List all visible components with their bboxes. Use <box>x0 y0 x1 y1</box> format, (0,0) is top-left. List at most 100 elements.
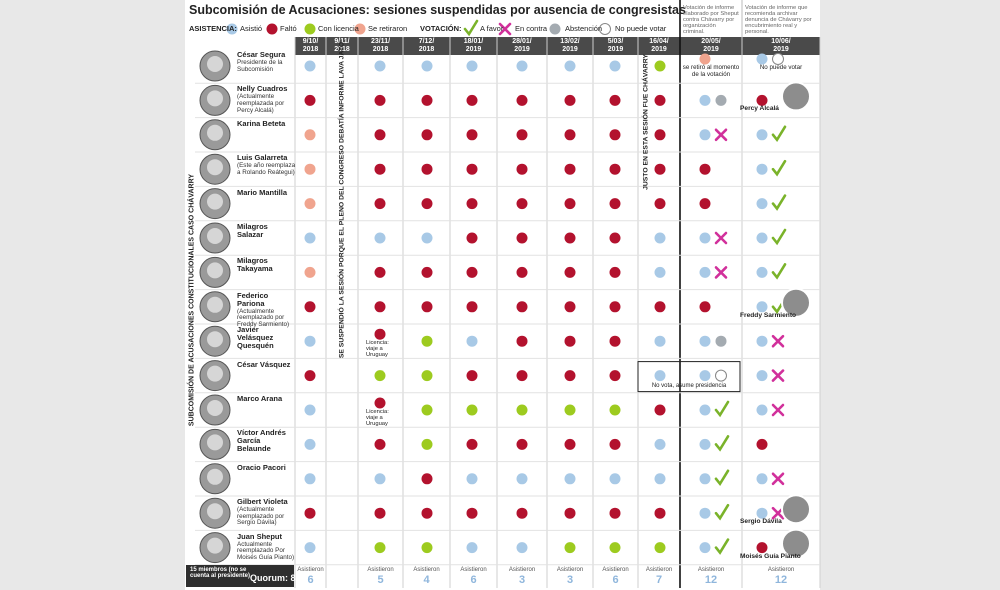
attended-label: Asistieron <box>697 567 725 573</box>
column-date: 9/11/ <box>334 38 350 45</box>
member-photo-face <box>207 56 223 72</box>
replacement-name: Moisés Guía Pianto <box>740 552 801 560</box>
legend-title: VOTACIÓN: <box>420 24 462 33</box>
attendance-dot <box>466 404 478 416</box>
attendance-dot <box>564 198 576 210</box>
attended-count: 7 <box>655 574 663 586</box>
attendance-dot <box>304 404 316 416</box>
member-note: (Este año reemplaza a Rolando Reátegui) <box>237 162 296 176</box>
legend-label: Abstención <box>565 24 603 33</box>
attended-label: Asistieron <box>508 567 536 573</box>
member-name: Marco Arana <box>237 394 283 403</box>
replacement-photo <box>781 81 811 112</box>
attended-count: 4 <box>423 574 430 586</box>
attendance-dot <box>699 507 711 519</box>
attended-count: 3 <box>518 574 526 586</box>
attendance-dot <box>699 542 711 554</box>
attendance-dot <box>466 301 478 313</box>
attendance-dot <box>374 542 386 554</box>
member-photo-face <box>207 503 223 520</box>
attendance-dot <box>609 404 621 416</box>
attendance-dot <box>304 129 316 141</box>
attendance-dot <box>564 507 576 519</box>
attended-count: 6 <box>470 574 477 586</box>
vote-favor <box>771 263 787 280</box>
member-name: César Vásquez <box>237 359 291 369</box>
member-photo-face <box>207 331 223 348</box>
attended-label: Asistieron <box>767 567 795 573</box>
attendance-dot <box>516 473 528 485</box>
attended-count: 6 <box>612 574 619 586</box>
replacement-photo <box>781 287 811 318</box>
attendance-dot <box>654 542 666 554</box>
column-date: 20/05/ <box>701 38 721 45</box>
cell-note: se retiró al momento de la votación <box>682 64 740 78</box>
vote-contra <box>771 472 785 486</box>
attendance-dot <box>421 163 433 175</box>
member-name: Javier Velásquez Quesquén <box>237 325 274 350</box>
column-date: 2019 <box>607 46 624 53</box>
attendance-dot <box>374 266 386 278</box>
attendance-dot <box>516 266 528 278</box>
attendance-dot <box>756 370 768 382</box>
attendance-dot <box>756 301 768 313</box>
attendance-dot <box>304 542 316 554</box>
attendance-dot <box>516 370 528 382</box>
attendance-dot <box>374 438 386 450</box>
member-name: Milagros Salazar <box>237 222 268 239</box>
attendance-dot <box>564 301 576 313</box>
member-photo-face <box>207 193 223 210</box>
attendance-dot <box>516 542 528 554</box>
member-name: Karina Beteta <box>237 118 286 128</box>
vote-favor <box>771 159 787 177</box>
attendance-dot <box>374 94 386 106</box>
column-date: 18/01/ <box>463 38 484 45</box>
attendance-dot <box>466 94 478 106</box>
attendance-dot <box>304 438 316 450</box>
column-date: 2018 <box>302 46 319 53</box>
vote-favor <box>463 19 479 37</box>
column-date: 2019 <box>562 46 578 53</box>
attendance-dot <box>654 94 666 106</box>
attendance-dot <box>756 473 768 485</box>
member-photo-face <box>207 124 223 141</box>
attendance-dot <box>609 438 621 450</box>
attendance-dot <box>516 129 528 141</box>
members-note: 15 miembros (no se cuenta al presidente) <box>190 567 251 580</box>
attendance-dot <box>609 129 621 141</box>
attendance-dot <box>609 542 621 554</box>
panel <box>185 0 820 590</box>
vote-favor <box>714 435 730 452</box>
legend-label: Se retiraron <box>368 24 408 33</box>
attended-count: 3 <box>566 574 574 586</box>
vote-contra <box>771 369 785 382</box>
member-note: (Actualmente reemplazada por Percy Alcal… <box>237 93 285 114</box>
legend-label: No puede votar <box>615 24 667 33</box>
attendance-dot <box>564 129 576 141</box>
legend-label: Asistió <box>240 24 263 33</box>
attendance-dot <box>516 163 528 175</box>
attendance-dot <box>421 301 433 313</box>
vote-favor <box>714 469 730 487</box>
attendance-dot <box>699 301 711 313</box>
attendance-dot <box>654 266 666 278</box>
attendance-dot <box>374 163 386 175</box>
attended-label: Asistieron <box>460 567 487 573</box>
attendance-dot <box>699 370 711 382</box>
column-date: 28/01/ <box>512 38 532 45</box>
attendance-dot <box>756 404 768 416</box>
member-note: Presidente de la Subcomisión <box>237 59 283 73</box>
attendance-dot <box>564 94 576 106</box>
attendance-dot <box>466 438 478 450</box>
member-photo-face <box>207 228 223 244</box>
attendance-dot <box>516 335 528 347</box>
attendance-dot <box>421 335 433 347</box>
attendance-dot <box>564 60 576 72</box>
attendance-dot <box>516 232 528 244</box>
attendance-dot <box>304 163 316 175</box>
member-name: César Segura <box>237 50 286 59</box>
attendance-dot <box>466 473 478 485</box>
attendance-dot <box>654 198 666 210</box>
attendance-dot <box>466 507 478 519</box>
attended-label: Asistieron <box>556 567 584 573</box>
